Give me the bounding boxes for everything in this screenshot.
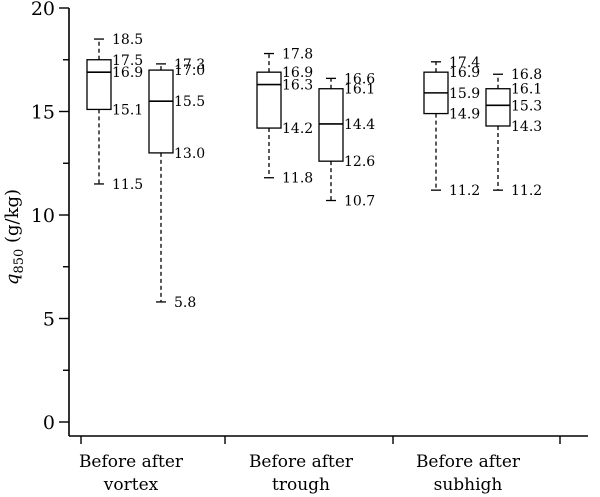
y-axis-label-symbol: q [2,274,23,286]
min-value-label: 11.8 [282,171,313,187]
q3-value-label: 16.9 [449,65,480,81]
y-axis-ticks: 0 5 10 15 20 [31,0,69,434]
max-value-label: 16.8 [511,67,542,83]
q3-value-label: 17.5 [112,53,143,69]
q3-value-label: 16.1 [344,82,375,98]
x-axis-ticks [80,436,561,444]
y-axis-label: q850 (g/kg) [2,189,27,285]
y-tick-label: 15 [31,102,55,124]
max-value-label: 18.5 [112,32,143,48]
y-tick-label: 5 [43,309,55,331]
min-value-label: 11.2 [511,183,542,199]
box-after-group-1: 17.317.0 15.5 13.0 5.8 [148,57,205,311]
q1-value-label: 14.9 [449,107,480,123]
x-group-label-line1: Before after [416,452,521,472]
min-value-label: 5.8 [174,295,196,311]
min-value-label: 11.2 [449,183,480,199]
min-value-label: 11.5 [112,177,143,193]
box-before-group-1: 18.5 17.516.9 15.1 11.5 [86,32,143,193]
x-group-label-line1: Before after [79,452,184,472]
x-group-label-line2: vortex [103,475,159,495]
y-tick-label: 0 [43,412,55,434]
box-before-group-2: 17.8 16.916.3 14.2 11.8 [256,47,313,187]
q3-value-label: 16.1 [511,82,542,98]
q1-value-label: 14.3 [511,119,542,135]
y-tick-label: 20 [31,0,55,20]
q1-value-label: 14.2 [282,121,313,137]
max-value-label: 16.6 [344,71,375,87]
box-iqr [318,88,344,162]
min-value-label: 10.7 [344,194,375,210]
x-axis-group-labels: Before after vortex Before after trough Befo… [79,452,521,495]
box-before-group-3: 17.416.9 15.9 14.9 11.2 [423,55,480,199]
box-after-group-3: 16.816.115.3 14.3 11.2 [485,67,542,199]
box-iqr [148,69,174,154]
median-value-label: 15.9 [449,86,480,102]
box-iqr [256,71,282,129]
q3-value-label: 17.0 [174,63,205,79]
y-axis-label-subscript: 850 [12,249,27,274]
x-group-label-line1: Before after [249,452,354,472]
max-value-label: 17.3 [174,57,205,73]
box-after-group-2: 16.616.1 14.4 12.6 10.7 [318,71,375,210]
box-iqr [485,88,511,127]
y-axis-label-unit: (g/kg) [2,189,23,249]
max-value-label: 17.4 [449,55,480,71]
max-value-label: 17.8 [282,47,313,63]
x-group-label-line2: trough [272,475,330,495]
q3-value-label: 16.9 [282,65,313,81]
median-value-label: 15.3 [511,98,542,114]
q1-value-label: 12.6 [344,154,375,170]
axes [68,8,588,437]
y-tick-label: 10 [31,205,55,227]
median-value-label: 16.9 [112,65,143,81]
median-value-label: 15.5 [174,94,205,110]
box-iqr [86,59,112,111]
boxes: 18.517.516.915.111.517.317.015.513.05.81… [86,32,542,311]
q1-value-label: 13.0 [174,146,205,162]
median-value-label: 16.3 [282,78,313,94]
x-group-label-line2: subhigh [434,475,503,495]
q1-value-label: 15.1 [112,102,143,118]
median-value-label: 14.4 [344,117,375,133]
